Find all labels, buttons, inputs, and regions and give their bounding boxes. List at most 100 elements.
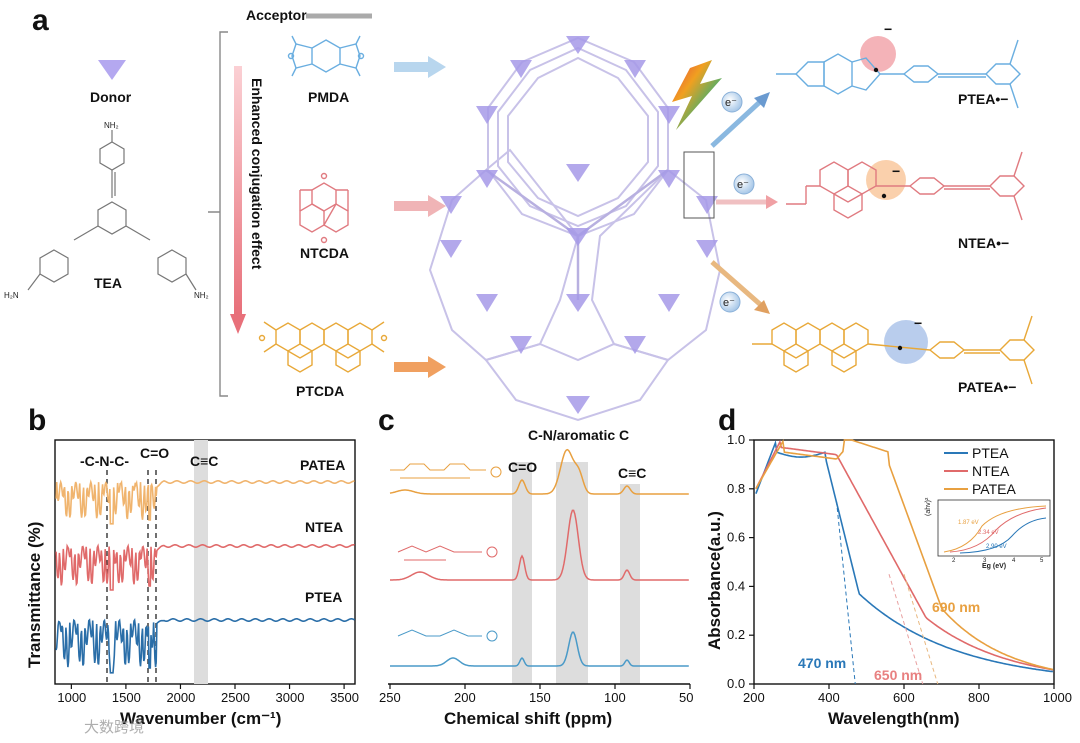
panel-label-d: d <box>718 404 736 437</box>
panel-c-chart: C-N/aromatic C C=O C≡C 250 200 150 100 50 Ch… <box>379 427 693 728</box>
donor-triangle-icon <box>98 60 126 80</box>
d-ytick-label: 0.8 <box>727 481 745 496</box>
patea-abs-line <box>755 438 1054 671</box>
c-xtick-label: 150 <box>529 690 551 705</box>
ptea-transfer-arrow <box>710 98 764 148</box>
inset-label-ptea: 2.90 eV <box>986 544 1007 550</box>
d-ytick-label: 1.0 <box>727 432 745 447</box>
light-bolt-icon <box>672 60 722 130</box>
ptcda-molecule <box>258 321 388 373</box>
b-xtick-label: 3500 <box>330 690 359 705</box>
inset-tick-2: 2 <box>952 558 956 564</box>
patea-edge-line <box>903 574 939 685</box>
ntea-edge-label: 650 nm <box>874 667 922 683</box>
inset-ylabel: (ahv)² <box>925 497 932 516</box>
highlight-box <box>683 151 715 219</box>
panel-b-xlabel: Wavenumber (cm⁻¹) <box>120 709 281 728</box>
inset-patea-line <box>943 505 1047 553</box>
panel-label-c: c <box>378 404 395 437</box>
pmda-arrow <box>394 56 446 78</box>
panel-d-ylabel: Absorbance(a.u.) <box>705 511 724 650</box>
d-ytick-label: 0.4 <box>727 578 745 593</box>
inset-label-patea: 1.87 eV <box>958 520 979 526</box>
donor-label: Donor <box>90 89 132 105</box>
panel-d-xlabel: Wavelength(nm) <box>828 709 960 728</box>
ptcda-label: PTCDA <box>296 383 344 399</box>
ntea-edge-line <box>888 574 924 685</box>
cof-framework <box>428 36 722 422</box>
panel-b-chart: -C-N-C- C=O C≡C PATEA NTEA PTEA 1000 1500… <box>25 439 359 728</box>
electron-1-label: e⁻ <box>725 97 737 109</box>
ccc-band-c <box>620 484 640 684</box>
ntea-ir-line <box>55 543 355 591</box>
ccc-annotation: C≡C <box>190 453 218 469</box>
ptea-series-label: PTEA <box>305 589 342 605</box>
ntea-nmr-line <box>390 509 689 581</box>
ptea-arrowhead-icon <box>754 92 770 108</box>
patea-transfer-arrow <box>710 260 764 308</box>
electron-2-label: e⁻ <box>737 179 749 191</box>
d-ytick-label: 0.2 <box>727 627 745 642</box>
d-ytick-label: 0.6 <box>727 530 745 545</box>
cn-aromatic-band <box>556 462 588 684</box>
inset-tick-4: 4 <box>1012 558 1016 564</box>
electron-3-label: e⁻ <box>723 297 735 309</box>
panel-d-legend: PTEA NTEA PATEA <box>944 445 1016 497</box>
inset-xlabel: Eg (eV) <box>982 563 1006 570</box>
ptea-abs-line <box>755 439 1054 673</box>
tea-label: TEA <box>94 275 122 291</box>
patea-product-label: PATEA•− <box>958 379 1016 395</box>
nh2-top-label: NH₂ <box>104 121 119 130</box>
inset-label-ntea: 2.34 eV <box>978 530 999 536</box>
tea-molecule <box>27 130 197 291</box>
ntea-abs-line <box>755 439 1054 671</box>
ntea-product: − NTEA•− <box>786 151 1025 251</box>
ptea-nmr-line <box>390 631 689 667</box>
ccc-band <box>194 440 208 684</box>
ptea-structure-icon <box>397 629 498 642</box>
ptea-minus-label: − <box>884 21 892 37</box>
co-annotation-c: C=O <box>508 459 537 475</box>
inset-tick-3: 3 <box>983 558 987 564</box>
electron-1-icon <box>721 91 743 113</box>
d-xtick-label: 400 <box>818 690 840 705</box>
panel-c-xlabel: Chemical shift (ppm) <box>444 709 612 728</box>
ptea-product-label: PTEA•− <box>958 91 1008 107</box>
ntea-minus-label: − <box>892 163 900 179</box>
co-band <box>512 462 532 684</box>
c-xtick-label: 200 <box>454 690 476 705</box>
co-annotation: C=O <box>140 445 169 461</box>
d-ytick-label: 0.0 <box>727 676 745 691</box>
watermark-text: 大数跨境 <box>84 718 144 736</box>
ntea-series-label: NTEA <box>305 519 343 535</box>
panel-d-chart: 470 nm 650 nm 690 nm 200 400 600 800 1000 0.0… <box>705 432 1072 728</box>
patea-series-label: PATEA <box>300 457 345 473</box>
panel-label-b: b <box>28 404 46 437</box>
h2n-left-label: H₂N <box>4 291 19 300</box>
ntcda-label: NTCDA <box>300 245 349 261</box>
ptea-product: − PTEA•− <box>776 21 1021 109</box>
cnc-annotation: -C-N-C- <box>80 453 129 469</box>
ntcda-arrow <box>394 195 446 217</box>
ntea-arrowhead-icon <box>766 195 778 209</box>
b-xtick-label: 2000 <box>166 690 195 705</box>
b-xtick-label: 2500 <box>221 690 250 705</box>
nh2-right-label: NH₂ <box>194 291 209 300</box>
ptea-ir-line <box>55 617 355 674</box>
conjugation-arrow <box>234 66 242 314</box>
conjugation-label: Enhanced conjugation effect <box>249 78 265 270</box>
pmda-label: PMDA <box>308 89 349 105</box>
d-xtick-label: 200 <box>743 690 765 705</box>
pmda-molecule <box>287 35 365 77</box>
patea-ir-line <box>55 479 355 525</box>
conjugation-arrowhead-icon <box>230 314 246 334</box>
ccc-annotation-c: C≡C <box>618 465 646 481</box>
b-xtick-label: 1000 <box>57 690 86 705</box>
cn-aromatic-annotation: C-N/aromatic C <box>528 427 629 443</box>
b-xtick-label: 3000 <box>276 690 305 705</box>
patea-structure-icon <box>390 463 502 479</box>
b-xtick-label: 1500 <box>112 690 141 705</box>
patea-minus-label: − <box>914 315 922 331</box>
ntea-product-label: NTEA•− <box>958 235 1009 251</box>
